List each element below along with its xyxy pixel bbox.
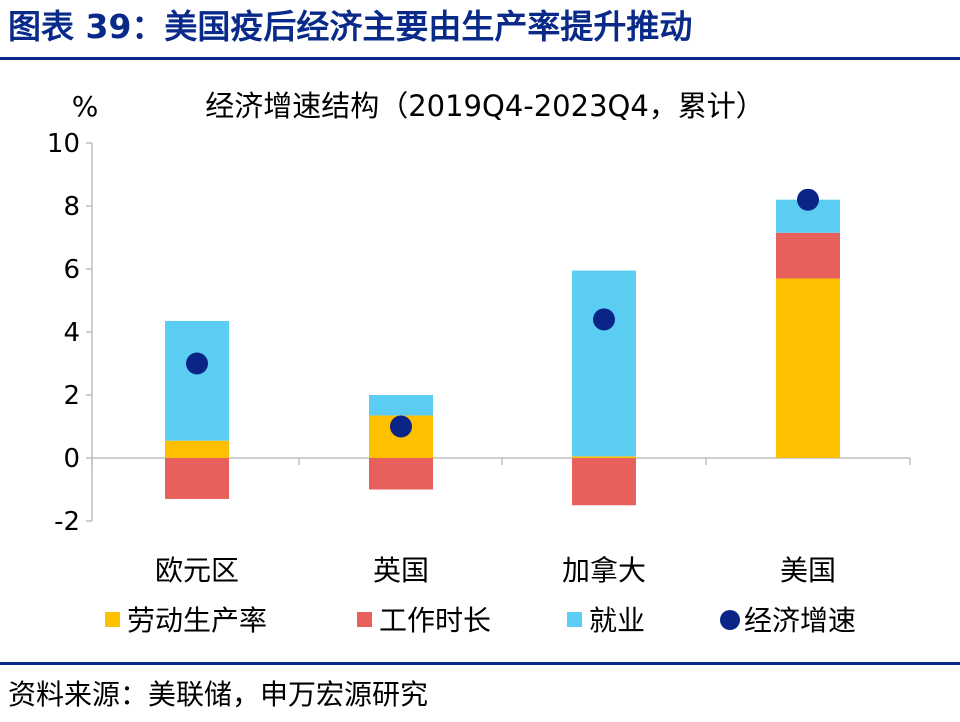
growth-marker-point: [593, 308, 615, 331]
source-note: 资料来源：美联储，申万宏源研究: [8, 678, 429, 711]
x-category-label: 加拿大: [562, 554, 646, 587]
legend-label: 就业: [589, 604, 645, 637]
legend-swatch: [567, 612, 582, 627]
legend-label: 工作时长: [379, 604, 491, 637]
top-divider: [0, 57, 960, 60]
bar-segment-欧元区-劳动生产率: [165, 440, 229, 458]
bottom-divider: [0, 662, 960, 665]
legend-swatch: [105, 612, 120, 627]
y-tick-label: 10: [47, 129, 80, 159]
y-tick-label: 4: [63, 318, 80, 348]
legend-marker: [720, 610, 740, 630]
x-category-label: 英国: [373, 554, 429, 587]
growth-marker-point: [797, 188, 819, 211]
bar-segment-美国-劳动生产率: [776, 278, 840, 458]
bar-segment-英国-就业: [369, 395, 433, 416]
bar-segment-欧元区-就业: [165, 320, 229, 441]
y-tick-label: 2: [63, 381, 80, 411]
legend-label: 经济增速: [744, 604, 856, 637]
figure-title: 图表 39：美国疫后经济主要由生产率提升推动: [8, 7, 693, 46]
bar-segment-加拿大-劳动生产率: [572, 456, 636, 458]
chart-title: 经济增速结构（2019Q4-2023Q4，累计）: [205, 89, 765, 123]
y-tick-label: 8: [63, 192, 80, 222]
y-tick-label: 0: [63, 444, 80, 474]
bar-segment-加拿大-就业: [572, 270, 636, 457]
bar-segment-美国-工作时长: [776, 232, 840, 279]
x-category-label: 美国: [780, 554, 836, 587]
bar-segment-英国-工作时长: [369, 458, 433, 490]
y-tick-label: -2: [54, 507, 80, 537]
legend-label: 劳动生产率: [127, 604, 267, 637]
y-tick-label: 6: [63, 255, 80, 285]
bar-segment-欧元区-工作时长: [165, 458, 229, 499]
growth-marker-point: [390, 415, 412, 438]
x-category-label: 欧元区: [155, 554, 239, 587]
y-axis-unit-label: %: [72, 90, 99, 123]
growth-marker-point: [186, 352, 208, 375]
bar-segment-加拿大-工作时长: [572, 458, 636, 506]
stacked-bar-chart: % 经济增速结构（2019Q4-2023Q4，累计） -2 0 2 4 6 8 10 欧元区 英…: [47, 89, 911, 637]
legend-swatch: [357, 612, 372, 627]
